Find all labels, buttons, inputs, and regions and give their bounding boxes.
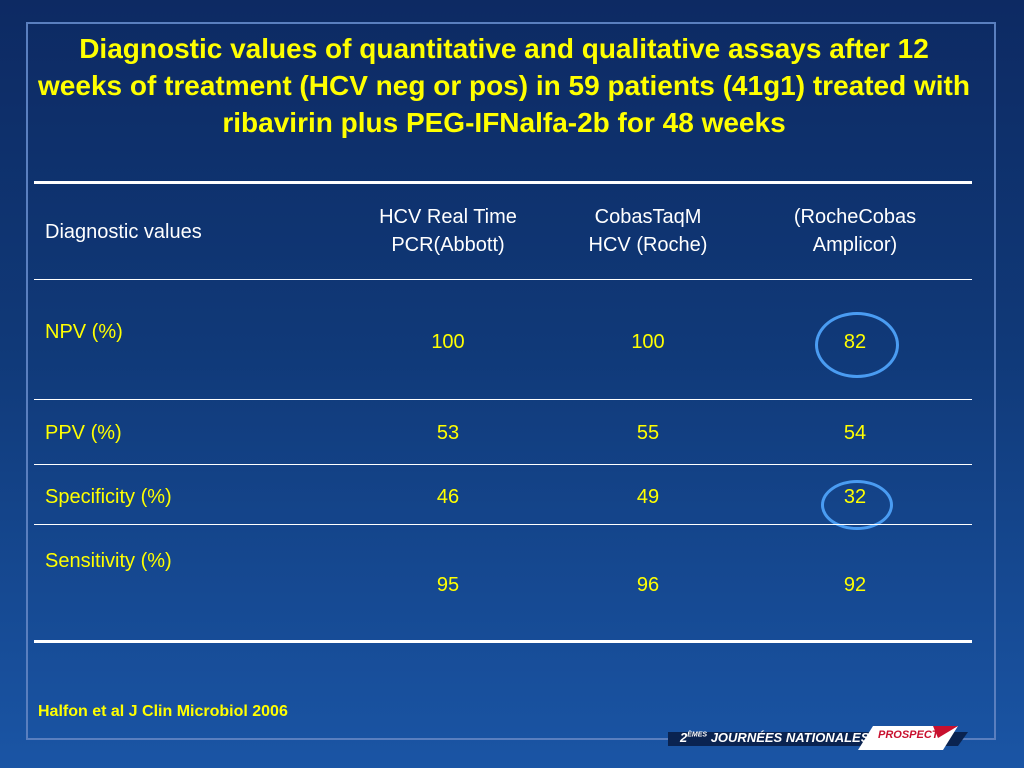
cell-sensitivity-cobastaqm: 96 [636,574,660,596]
header-col-cobastaqm-line2: HCV (Roche) [588,234,708,256]
row-label-npv: NPV (%) [45,321,123,343]
row-divider-3 [34,524,972,525]
header-col-cobastaqm-line1: CobasTaqM [594,206,702,228]
logo-accent [933,726,958,738]
table-top-rule [34,181,972,184]
cell-specificity-abbott: 46 [436,486,460,508]
banner-prefix: 2 [680,730,688,745]
header-col-abbott: HCV Real Time PCR(Abbott) [343,203,553,259]
cell-ppv-cobastaqm: 55 [636,422,660,444]
header-col-amplicor: (RocheCobas Amplicor) [750,203,960,259]
conference-banner [668,726,968,750]
cell-sensitivity-abbott: 95 [436,574,460,596]
row-divider-2 [34,464,972,465]
prospect-logo: PROSPECT [878,729,939,741]
cell-ppv-abbott: 53 [436,422,460,444]
slide-title: Diagnostic values of quantitative and qu… [38,33,970,138]
cell-npv-cobastaqm: 100 [631,331,665,353]
header-col-amplicor-line1: (RocheCobas [793,206,917,228]
table-bottom-rule [34,640,972,643]
cell-npv-abbott: 100 [431,331,465,353]
banner-journees: JOURNÉES NATIONALES [710,730,870,745]
header-divider [34,279,972,280]
slide-frame [26,22,996,740]
cell-sensitivity-amplicor: 92 [843,574,867,596]
row-label-ppv: PPV (%) [45,422,122,444]
highlight-circle-npv [815,312,899,378]
cell-ppv-amplicor: 54 [843,422,867,444]
logo-background [858,726,958,750]
header-col-abbott-line1: HCV Real Time [379,206,517,228]
row-label-specificity: Specificity (%) [45,486,172,508]
banner-superscript: ÈMES [687,731,708,739]
highlight-circle-specificity [821,480,893,530]
citation: Halfon et al J Clin Microbiol 2006 [38,703,288,720]
banner-text: 2ÈMES JOURNÉES NATIONALES [680,730,869,745]
header-col-amplicor-line2: Amplicor) [812,234,898,256]
row-divider-1 [34,399,972,400]
header-col-cobastaqm: CobasTaqM HCV (Roche) [543,203,753,259]
header-diagnostic-values: Diagnostic values [45,221,202,243]
row-label-sensitivity: Sensitivity (%) [45,550,172,572]
cell-specificity-cobastaqm: 49 [636,486,660,508]
header-col-abbott-line2: PCR(Abbott) [391,234,505,256]
